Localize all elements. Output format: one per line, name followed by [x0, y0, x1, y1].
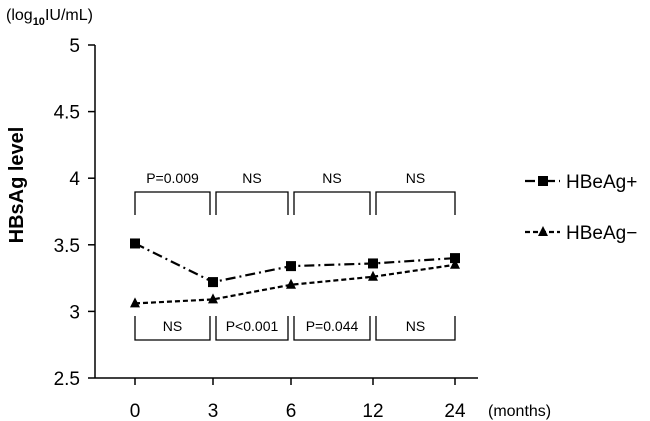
series-line-2 — [134, 263, 456, 305]
data-point-square — [130, 238, 140, 249]
data-point-square — [368, 258, 378, 269]
y-tick-label: 5 — [69, 36, 80, 57]
bottom-bracket-label: NS — [163, 318, 182, 334]
bottom-bracket — [134, 316, 211, 341]
y-axis-title: HBsAg level — [6, 127, 28, 244]
significance-brackets: P=0.009 NS NS P<0.001 NS P=0.044 NS NS — [134, 170, 456, 341]
y-tick-label: 3.5 — [54, 236, 80, 257]
top-bracket-label: NS — [322, 170, 341, 186]
top-bracket — [375, 191, 456, 215]
y-tick-label: 2.5 — [54, 369, 80, 390]
top-bracket-label: NS — [242, 170, 261, 186]
data-point-triangle — [368, 270, 378, 281]
legend-square-marker — [538, 176, 548, 186]
bottom-bracket — [375, 316, 456, 341]
bottom-bracket-label: P<0.001 — [226, 318, 279, 334]
bottom-bracket-label: NS — [406, 318, 425, 334]
data-point-square — [450, 253, 460, 264]
data-point-triangle — [286, 278, 296, 289]
top-bracket-label: NS — [406, 170, 425, 186]
data-point-triangle — [130, 297, 140, 308]
y-tick-label: 4 — [69, 169, 80, 190]
x-unit-label: (months) — [488, 403, 551, 420]
y-tick-label: 4.5 — [54, 103, 80, 124]
top-bracket — [215, 191, 289, 215]
x-tick-label: 12 — [362, 401, 383, 421]
data-point-square — [208, 277, 218, 288]
y-unit-label: (log10IU/mL) — [6, 7, 93, 28]
y-tick-label: 3 — [69, 302, 80, 323]
legend-label: HBeAg− — [566, 223, 637, 244]
y-ticks: 2.5 3 3.5 4 4.5 5 — [54, 36, 95, 390]
x-tick-label: 3 — [208, 401, 219, 421]
x-ticks: 0 3 6 12 24 — [130, 378, 466, 421]
x-tick-label: 6 — [286, 401, 297, 421]
data-series — [130, 238, 460, 308]
x-tick-label: 24 — [444, 401, 466, 421]
data-point-triangle — [208, 293, 218, 304]
data-point-triangle — [450, 258, 460, 269]
legend-triangle-marker — [538, 226, 548, 236]
legend: HBeAg+ HBeAg− — [525, 172, 637, 244]
data-point-square — [286, 261, 296, 272]
bottom-bracket — [293, 316, 371, 341]
bottom-bracket — [215, 316, 289, 341]
legend-label: HBeAg+ — [566, 172, 637, 193]
top-bracket — [293, 191, 371, 215]
bottom-bracket-label: P=0.044 — [306, 318, 359, 334]
top-bracket — [134, 191, 211, 215]
top-bracket-label: P=0.009 — [146, 170, 199, 186]
x-tick-label: 0 — [130, 401, 141, 421]
